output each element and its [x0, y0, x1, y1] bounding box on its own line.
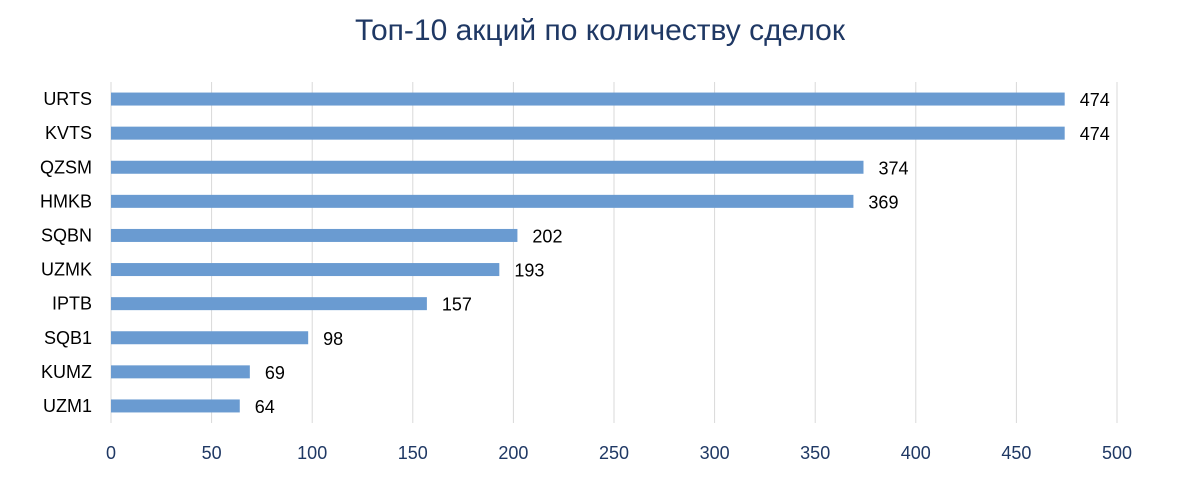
- x-tick-label: 300: [700, 443, 730, 463]
- bar-kumz: [111, 365, 250, 379]
- data-label: 193: [514, 261, 544, 281]
- x-tick-label: 200: [498, 443, 528, 463]
- category-label: KUMZ: [41, 362, 92, 382]
- data-label: 374: [878, 158, 908, 178]
- data-label: 64: [255, 397, 275, 417]
- bar-uzm1: [111, 399, 240, 413]
- x-tick-label: 350: [800, 443, 830, 463]
- category-label: URTS: [43, 89, 92, 109]
- data-label: 157: [442, 295, 472, 315]
- x-tick-label: 100: [297, 443, 327, 463]
- category-label: HMKB: [40, 191, 92, 211]
- x-tick-label: 0: [106, 443, 116, 463]
- data-label: 369: [868, 192, 898, 212]
- category-label: SQB1: [44, 328, 92, 348]
- x-tick-label: 500: [1102, 443, 1132, 463]
- data-label: 98: [323, 329, 343, 349]
- data-label: 69: [265, 363, 285, 383]
- category-label: KVTS: [45, 123, 92, 143]
- labels: 0 50 100 150 200 250 300 350 400 450 500 URTS 474 KVT…: [40, 89, 1132, 463]
- data-label: 202: [532, 226, 562, 246]
- bar-kvts: [111, 126, 1065, 140]
- category-label: UZMK: [41, 260, 92, 280]
- bar-sqbn: [111, 228, 518, 242]
- bar-uzmk: [111, 263, 500, 277]
- bar-sqb1: [111, 331, 309, 345]
- x-tick-label: 450: [1001, 443, 1031, 463]
- data-label: 474: [1080, 90, 1110, 110]
- bar-iptb: [111, 297, 427, 311]
- data-label: 474: [1080, 124, 1110, 144]
- x-tick-label: 250: [599, 443, 629, 463]
- x-tick-label: 400: [901, 443, 931, 463]
- bar-qzsm: [111, 160, 864, 174]
- category-label: QZSM: [40, 157, 92, 177]
- bars: [111, 92, 1065, 413]
- bar-urts: [111, 92, 1065, 106]
- x-tick-label: 50: [202, 443, 222, 463]
- category-label: SQBN: [41, 225, 92, 245]
- chart-title: Топ-10 акций по количеству сделок: [355, 14, 845, 47]
- x-tick-label: 150: [398, 443, 428, 463]
- category-label: IPTB: [52, 294, 92, 314]
- category-label: UZM1: [43, 396, 92, 416]
- bar-hmkb: [111, 194, 854, 208]
